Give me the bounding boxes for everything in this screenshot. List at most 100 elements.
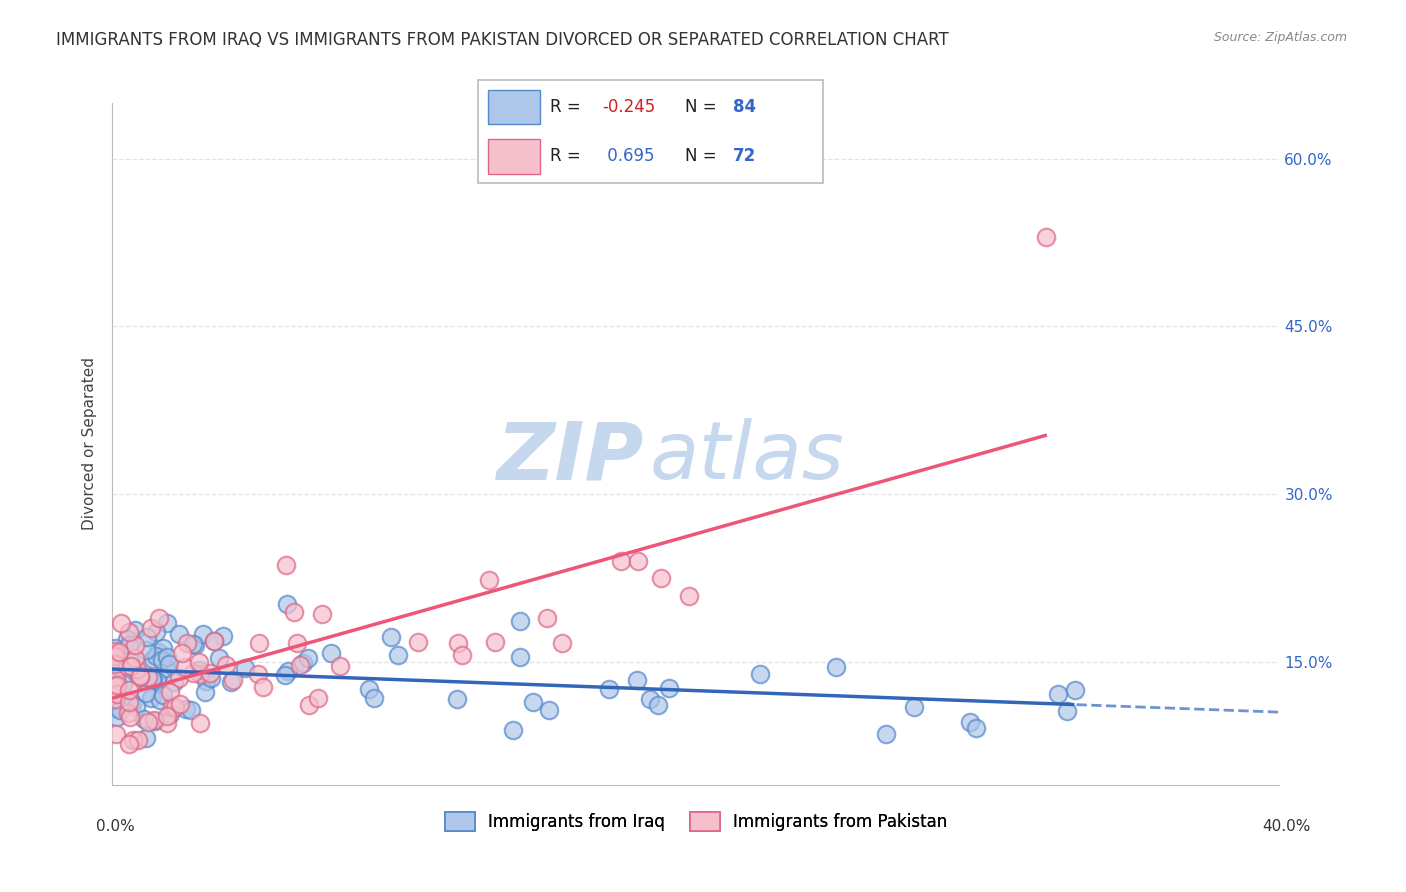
Point — [903, 699, 925, 714]
Text: Source: ZipAtlas.com: Source: ZipAtlas.com — [1213, 31, 1347, 45]
Point — [202, 634, 225, 648]
Point — [658, 681, 681, 695]
Point — [1063, 683, 1085, 698]
Point — [104, 700, 127, 714]
Point — [292, 656, 315, 670]
Text: ZIP: ZIP — [496, 418, 644, 497]
Text: R =: R = — [550, 147, 586, 165]
Point — [484, 635, 506, 649]
Legend: Immigrants from Iraq, Immigrants from Pakistan: Immigrants from Iraq, Immigrants from Pa… — [437, 805, 955, 838]
Point — [297, 650, 319, 665]
Point — [155, 661, 177, 675]
Point — [118, 737, 141, 751]
Text: 84: 84 — [733, 98, 756, 116]
Point — [107, 710, 129, 724]
Point — [107, 677, 129, 691]
Point — [145, 624, 167, 639]
Text: IMMIGRANTS FROM IRAQ VS IMMIGRANTS FROM PAKISTAN DIVORCED OR SEPARATED CORRELATI: IMMIGRANTS FROM IRAQ VS IMMIGRANTS FROM … — [56, 31, 949, 49]
Point — [143, 713, 166, 727]
Point — [188, 666, 211, 681]
Point — [195, 674, 218, 689]
Point — [139, 621, 162, 635]
Text: N =: N = — [685, 147, 721, 165]
Point — [152, 689, 174, 703]
Point — [610, 554, 633, 568]
Point — [135, 686, 157, 700]
Point — [163, 675, 186, 690]
Point — [307, 691, 329, 706]
Point — [311, 607, 333, 621]
Text: atlas: atlas — [650, 418, 844, 497]
Point — [142, 673, 165, 687]
Point — [191, 626, 214, 640]
Point — [105, 678, 128, 692]
Point — [108, 703, 131, 717]
Point — [129, 669, 152, 683]
Point — [148, 645, 170, 659]
Point — [522, 695, 544, 709]
Point — [184, 638, 207, 652]
Point — [167, 672, 190, 686]
Point — [127, 733, 149, 747]
Point — [141, 672, 163, 686]
Y-axis label: Divorced or Separated: Divorced or Separated — [82, 358, 97, 530]
Point — [115, 632, 138, 646]
Point — [174, 702, 197, 716]
Point — [145, 649, 167, 664]
Point — [825, 660, 848, 674]
Point — [200, 671, 222, 685]
Text: 0.695: 0.695 — [602, 147, 655, 165]
Point — [176, 636, 198, 650]
Point — [202, 634, 225, 648]
Point — [222, 673, 245, 687]
Point — [387, 648, 409, 662]
Point — [208, 650, 231, 665]
Point — [288, 658, 311, 673]
Point — [169, 626, 191, 640]
Point — [159, 707, 181, 722]
Point — [104, 680, 127, 694]
Point — [212, 629, 235, 643]
Point — [252, 680, 274, 694]
Point — [174, 660, 197, 674]
Point — [647, 698, 669, 712]
Text: -0.245: -0.245 — [602, 98, 655, 116]
Point — [626, 673, 648, 687]
Point — [136, 670, 159, 684]
Point — [321, 646, 343, 660]
Text: 72: 72 — [733, 147, 756, 165]
Point — [124, 638, 146, 652]
Point — [219, 675, 242, 690]
Point — [141, 691, 163, 706]
FancyBboxPatch shape — [478, 80, 823, 183]
Point — [1056, 704, 1078, 718]
Point — [117, 706, 139, 720]
Point — [285, 636, 308, 650]
Point — [598, 681, 620, 696]
Point — [283, 605, 305, 619]
Point — [135, 643, 157, 657]
Point — [134, 712, 156, 726]
FancyBboxPatch shape — [488, 139, 540, 174]
Text: N =: N = — [685, 98, 721, 116]
Point — [875, 727, 897, 741]
Point — [162, 699, 184, 714]
Point — [447, 635, 470, 649]
Point — [359, 681, 381, 696]
Point — [187, 655, 209, 669]
Point — [104, 641, 127, 656]
Point — [451, 648, 474, 662]
Point — [156, 716, 179, 731]
Point — [181, 637, 204, 651]
Point — [965, 722, 987, 736]
Point — [148, 610, 170, 624]
Point — [155, 708, 177, 723]
Point — [678, 590, 700, 604]
Point — [180, 703, 202, 717]
Point — [150, 652, 173, 666]
Point — [247, 636, 270, 650]
Point — [124, 623, 146, 637]
Point — [380, 630, 402, 644]
Point — [118, 624, 141, 639]
Point — [159, 685, 181, 699]
